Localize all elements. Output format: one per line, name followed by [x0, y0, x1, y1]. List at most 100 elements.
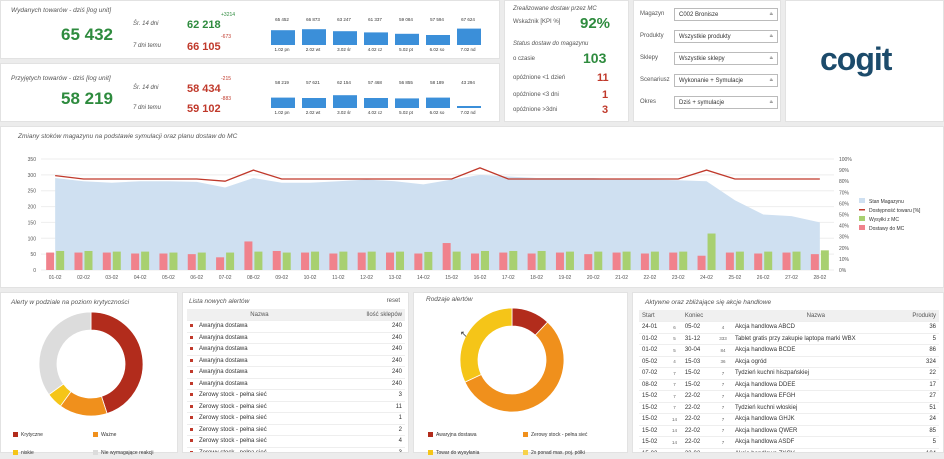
promo-end: 22-02: [681, 448, 715, 452]
deliveries-status-label: Status dostaw do magazynu: [513, 41, 589, 47]
shipment-bar: [424, 251, 433, 270]
delivery-bar: [499, 252, 508, 270]
kpi-shipped-title: Wydanych towarów - dziś [log unit]: [11, 7, 112, 14]
alert-name: Awaryjna dostawa: [187, 366, 332, 379]
shipment-bar: [480, 250, 489, 270]
filter-value: Wszystkie sklepy: [679, 56, 725, 62]
minibar-value: 57 594: [430, 17, 444, 22]
legend-label: Dostawy do MC: [869, 226, 905, 232]
promo-name: Akcja ogród: [731, 356, 900, 368]
promos-col-start[interactable]: Start: [639, 310, 668, 322]
table-row[interactable]: Zerowy stock - pełna sieć 3: [187, 389, 405, 402]
delivery-bar: [697, 255, 706, 270]
table-row[interactable]: Awaryjna dostawa 240: [187, 332, 405, 344]
table-row[interactable]: 15-02 14 22-02 7 Akcja handlowa GHJK 24: [639, 413, 939, 426]
promo-end: 15-02: [681, 367, 715, 380]
shipment-bar: [84, 250, 93, 270]
table-row[interactable]: Awaryjna dostawa 240: [187, 355, 405, 367]
table-row[interactable]: 15-02 14 22-02 7 Akcja handlowa ASDF 5: [639, 436, 939, 449]
kpi-received-title: Przyjętych towarów - dziś [log unit]: [11, 75, 111, 82]
mouse-cursor-icon: ↖: [460, 329, 468, 339]
kpi-received-value: 58 219: [61, 89, 113, 108]
x-tick-label: 05-02: [162, 275, 175, 281]
y2-tick-label: 40%: [839, 224, 850, 230]
filter-select[interactable]: Wykonanie + Symulacje ⫨: [674, 74, 778, 87]
table-row[interactable]: 15-02 7 22-02 7 Tydzień kuchni włoskiej 51: [639, 402, 939, 414]
table-row[interactable]: Zerowy stock - pełna sieć 3: [187, 447, 405, 452]
promo-products: 324: [899, 356, 939, 368]
legend-label: Ważne: [101, 432, 117, 438]
alert-bullet-icon: [190, 393, 193, 397]
table-row[interactable]: 15-02 14 22-02 7 Akcja handlowa QWER 85: [639, 425, 939, 437]
alert-stores: 240: [331, 355, 405, 367]
y-tick-label: 0: [33, 268, 36, 274]
table-row[interactable]: Zerowy stock - pełna sieć 11: [187, 401, 405, 413]
filter-funnel-icon[interactable]: ⫨: [769, 99, 773, 105]
x-tick-label: 25-02: [728, 275, 741, 281]
alerts-col-stores[interactable]: Ilość sklepów: [331, 309, 405, 321]
promos-col-products[interactable]: Produkty: [899, 310, 939, 322]
promo-start: 15-02: [639, 413, 668, 426]
donut-slice: [90, 311, 144, 414]
alert-name: Zerowy stock - pełna sieć: [187, 435, 332, 448]
alerts-list-reset[interactable]: reset: [386, 298, 400, 304]
promos-col-end-days: [714, 310, 732, 322]
filter-funnel-icon[interactable]: ⫨: [769, 55, 773, 61]
table-row[interactable]: 08-02 7 15-02 7 Akcja handlowa DDEE 17: [639, 379, 939, 391]
table-row[interactable]: 05-02 4 15-03 36 Akcja ogród 324: [639, 356, 939, 368]
minibar-date: 2.02 wt: [306, 110, 321, 115]
table-row[interactable]: Awaryjna dostawa 240: [187, 343, 405, 356]
delivery-bar: [669, 252, 678, 270]
table-row[interactable]: 01-02 5 30-04 84 Akcja handlowa BCDE 86: [639, 344, 939, 357]
x-tick-label: 15-02: [445, 275, 458, 281]
filter-funnel-icon[interactable]: ⫨: [769, 33, 773, 39]
filter-select[interactable]: Wszystkie produkty ⫨: [674, 30, 778, 43]
filter-select[interactable]: C002 Bronisze ⫨: [674, 8, 778, 21]
table-row[interactable]: 15-02 7 22-02 7 Akcja handlowa EFGH 27: [639, 390, 939, 403]
promo-end-days: 4: [714, 321, 732, 334]
minibar: [302, 98, 326, 108]
filter-funnel-icon[interactable]: ⫨: [769, 11, 773, 17]
y2-tick-label: 30%: [839, 235, 850, 241]
y-tick-label: 150: [28, 220, 37, 226]
table-row[interactable]: 07-02 7 15-02 7 Tydzień kuchni hiszpańskiej 2…: [639, 367, 939, 380]
table-row[interactable]: Zerowy stock - pełna sieć 1: [187, 412, 405, 425]
y2-tick-label: 10%: [839, 257, 850, 263]
alerts-criticality-title: Alerty w podziale na poziom krytyczności: [11, 299, 130, 306]
x-tick-label: 06-02: [190, 275, 203, 281]
alert-stores: 3: [331, 447, 405, 452]
delivery-bar: [810, 254, 819, 270]
table-row[interactable]: Zerowy stock - pełna sieć 2: [187, 424, 405, 436]
promo-name: Akcja handlowa EFGH: [731, 390, 900, 403]
filter-select[interactable]: Wszystkie sklepy ⫨: [674, 52, 778, 65]
delivery-bar: [272, 250, 281, 270]
alert-bullet-icon: [190, 450, 193, 452]
alert-bullet-icon: [190, 404, 193, 408]
table-row[interactable]: Awaryjna dostawa 240: [187, 366, 405, 379]
filter-funnel-icon[interactable]: ⫨: [769, 77, 773, 83]
y-tick-label: 50: [30, 252, 36, 258]
minibar: [395, 33, 419, 45]
alert-types-legend: Awaryjna dostawa Zerowy stock - pełna sie…: [428, 423, 618, 459]
promos-col-name[interactable]: Nazwa: [731, 310, 900, 322]
shipment-bar: [141, 251, 150, 270]
alerts-col-name[interactable]: Nazwa: [187, 309, 332, 321]
legend-item: niskie: [13, 450, 93, 456]
x-tick-label: 12-02: [360, 275, 373, 281]
promos-col-end[interactable]: Koniec: [681, 310, 715, 322]
alerts-criticality-panel: Alerty w podziale na poziom krytyczności…: [0, 292, 178, 456]
minibar-value: 58 219: [275, 80, 289, 85]
promo-end: 05-02: [681, 321, 715, 334]
table-row[interactable]: Awaryjna dostawa 240: [187, 320, 405, 333]
table-row[interactable]: Zerowy stock - pełna sieć 4: [187, 435, 405, 448]
alert-stores: 240: [331, 366, 405, 379]
table-row[interactable]: 24-01 6 05-02 4 Akcja handlowa ABCD 36: [639, 321, 939, 334]
deliveries-late1-value: 11: [597, 72, 609, 84]
table-row[interactable]: Awaryjna dostawa 240: [187, 378, 405, 390]
table-row[interactable]: 01-02 5 31-12 333 Tablet gratis przy zakupie…: [639, 333, 939, 345]
alerts-table: Nazwa Ilość sklepów Awaryjna dostawa 240 A…: [187, 309, 405, 452]
delivery-bar: [555, 252, 564, 270]
filter-select[interactable]: Dziś + symulacje ⫨: [674, 96, 778, 109]
promo-end-days: 7: [714, 448, 732, 452]
